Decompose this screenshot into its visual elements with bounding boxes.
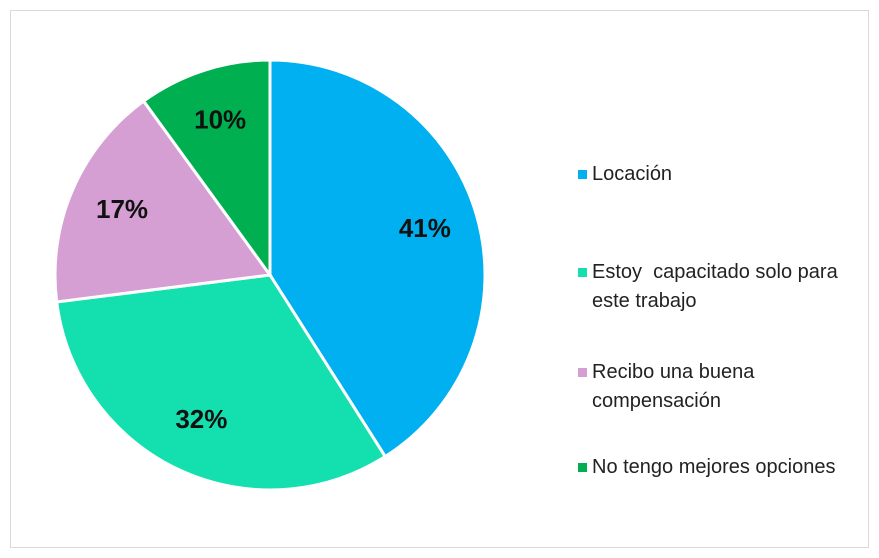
data-label: 41% <box>399 213 451 243</box>
data-label: 32% <box>175 404 227 434</box>
legend-label: No tengo mejores opciones <box>592 456 836 478</box>
legend-entry: Estoy capacitado solo para este trabajo <box>578 258 838 316</box>
data-label: 17% <box>96 194 148 224</box>
legend-swatch <box>578 170 587 179</box>
legend-swatch <box>578 368 587 377</box>
data-label: 10% <box>194 105 246 135</box>
pie-slice <box>141 58 272 280</box>
legend-swatch <box>578 268 587 277</box>
pie-slice <box>53 98 273 304</box>
legend-label: Recibo una buena compensación <box>592 361 760 412</box>
legend-entry: Locación <box>578 160 838 189</box>
legend-entry: No tengo mejores opciones <box>578 453 838 482</box>
legend-label: Estoy capacitado solo para este trabajo <box>592 261 838 312</box>
legend-swatch <box>578 463 587 472</box>
pie-slice <box>55 273 388 492</box>
legend-entry: Recibo una buena compensación <box>578 358 838 416</box>
legend-label: Locación <box>592 163 673 185</box>
